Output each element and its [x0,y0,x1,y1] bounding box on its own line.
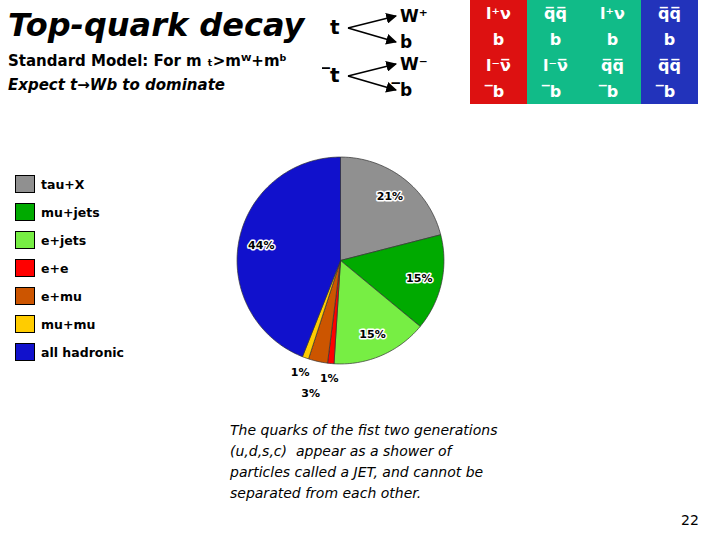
html-text:b: b [663,29,676,49]
html-text:b: b [606,29,619,49]
html-text:q̅q̅: q̅q̅ [601,55,624,75]
html-text:̅b: ̅b [549,81,562,101]
svg-text:44%: 44% [248,239,274,252]
html-text:̅b: ̅b [492,81,505,101]
svg-text:W⁻: W⁻ [400,54,428,74]
html-text:mu+jets: mu+jets [41,204,100,220]
html-text:̅b: ̅b [663,81,676,101]
svg-text:15%: 15% [406,272,432,285]
svg-text:t: t [330,15,340,39]
html-text:b: b [549,29,562,49]
html-text:e+e: e+e [41,260,69,276]
svg-text:3%: 3% [301,387,320,400]
html-text:q̅q̅: q̅q̅ [544,3,567,23]
html-text:b: b [492,29,505,49]
html-text:e+mu: e+mu [41,288,82,304]
html-text:all hadronic: all hadronic [41,344,124,360]
html-text:l⁻ν̅: l⁻ν̅ [543,55,568,75]
svg-text:1%: 1% [291,366,310,379]
svg-text:21%: 21% [377,190,403,203]
html-text:Top-quark decay: Top-quark decay [8,6,305,44]
html-text:̅b: ̅b [606,81,619,101]
html-text:l⁺ν: l⁺ν [486,3,511,23]
html-text:The quarks of the fist two gen: The quarks of the fist two generations (… [230,422,498,501]
svg-text:W⁺: W⁺ [400,6,428,26]
html-text:l⁻ν̅: l⁻ν̅ [486,55,511,75]
html-text:q̅q̅: q̅q̅ [658,3,681,23]
svg-text:15%: 15% [359,328,385,341]
svg-text:̅t: ̅t [322,63,340,87]
svg-text:1%: 1% [320,372,339,385]
html-text:Expect t→Wb to dominate: Expect t→Wb to dominate [8,76,225,94]
html-text:l⁺ν: l⁺ν [600,3,625,23]
html-text:22: 22 [681,512,699,528]
html-text:mu+mu: mu+mu [41,316,96,332]
html-text:q̅q̅: q̅q̅ [658,55,681,75]
html-text:Standard Model: For m ₜ>mᵂ+mᵇ: Standard Model: For m ₜ>mᵂ+mᵇ [8,52,287,70]
html-text:tau+X: tau+X [41,176,85,192]
html-text:e+jets: e+jets [41,232,87,248]
svg-text:b: b [400,32,412,52]
svg-text:̅b: ̅b [391,80,412,100]
